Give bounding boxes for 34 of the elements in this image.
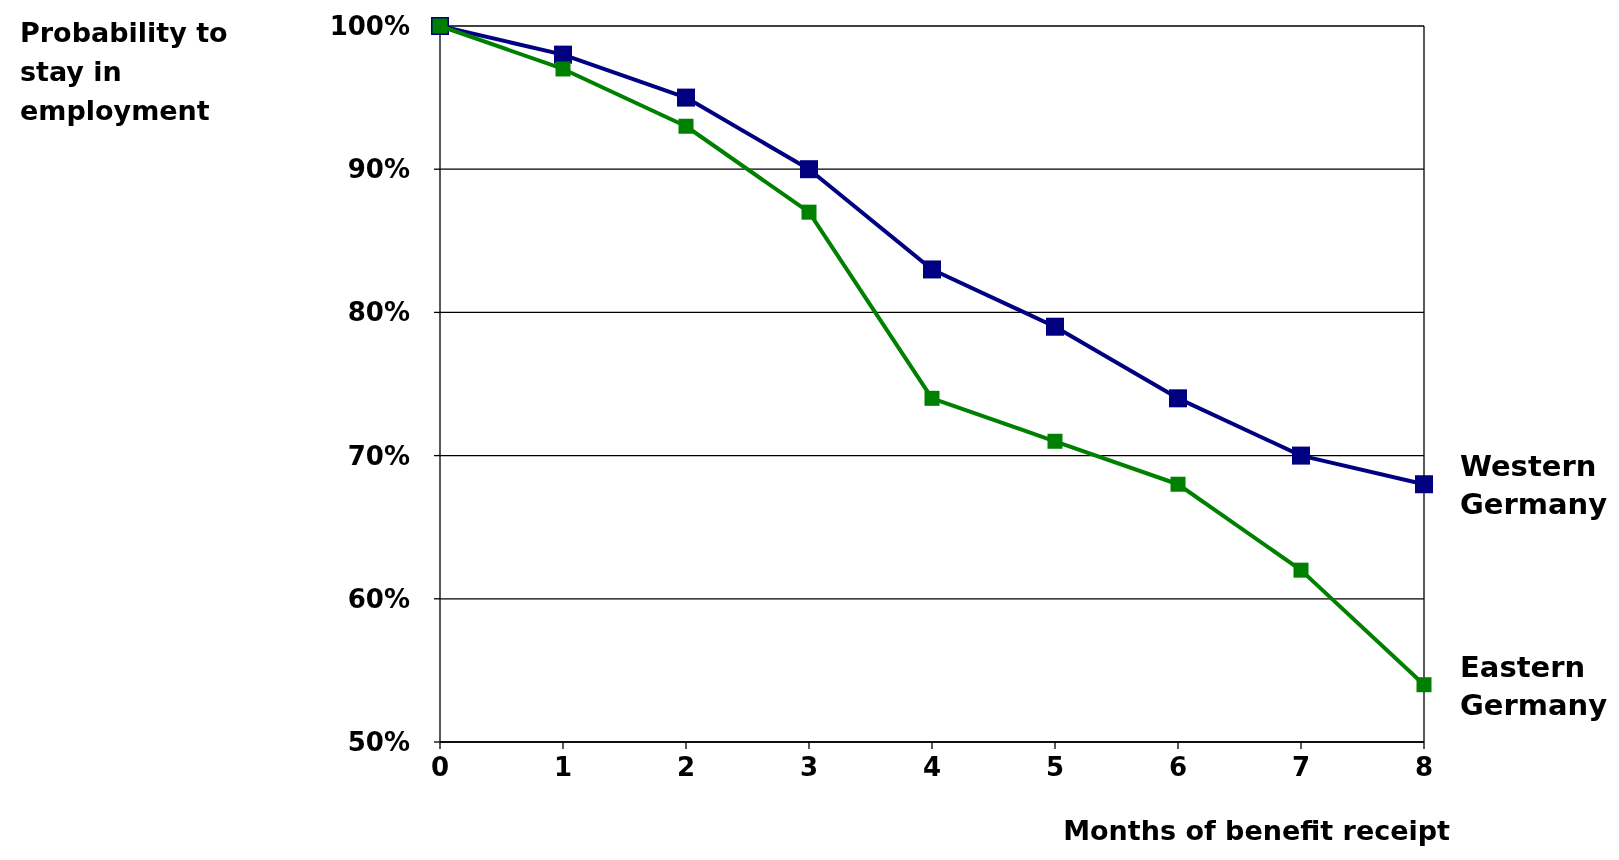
point: [1047, 433, 1063, 449]
point: [678, 118, 694, 134]
x-tick-label: 5: [1045, 752, 1065, 782]
x-axis-title: Months of benefit receipt: [1063, 815, 1451, 846]
point: [800, 160, 818, 179]
point: [1170, 476, 1186, 492]
point: [677, 88, 695, 107]
point: [1416, 677, 1432, 693]
x-tick-label: 0: [430, 752, 450, 782]
y-tick-label: 90%: [347, 154, 410, 185]
point: [1293, 562, 1309, 578]
point: [1046, 317, 1064, 336]
point: [1169, 389, 1187, 408]
x-tick-label: 7: [1291, 752, 1311, 782]
y-tick-label: 50%: [347, 727, 410, 757]
x-tick-label: 2: [676, 752, 696, 782]
x-tick-label: 4: [922, 752, 942, 782]
point: [801, 204, 817, 220]
point: [555, 61, 571, 77]
y-tick-label: 70%: [347, 440, 410, 471]
y-tick-label: 80%: [347, 297, 410, 328]
x-tick-label: 3: [799, 752, 819, 782]
series-label: Eastern Germany: [1460, 649, 1608, 722]
y-axis-title: Probability to stay in employment: [20, 17, 228, 126]
x-tick-label: 6: [1168, 752, 1188, 782]
point: [924, 390, 940, 406]
point: [923, 260, 941, 279]
x-tick-label: 8: [1414, 752, 1434, 782]
y-tick-label: 60%: [347, 583, 410, 614]
point: [1292, 446, 1310, 465]
x-tick-label: 1: [553, 752, 573, 782]
series-label: Western Germany: [1460, 449, 1608, 522]
point: [1415, 475, 1433, 494]
y-tick-label: 100%: [329, 11, 410, 41]
